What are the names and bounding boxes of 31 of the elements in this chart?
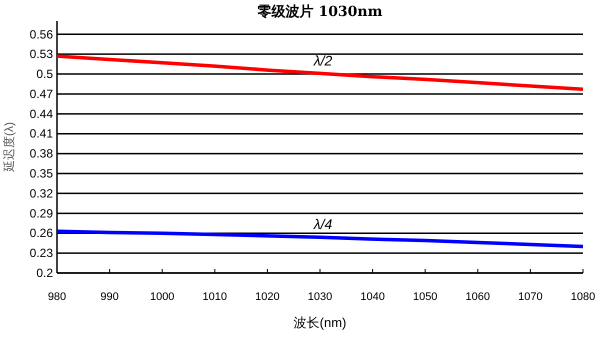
line-series bbox=[55, 229, 585, 248]
y-tick-label: 0.44 bbox=[30, 106, 54, 121]
y-tick-label: 0.29 bbox=[30, 206, 54, 220]
y-tick-label: 0.32 bbox=[30, 186, 54, 200]
y-tick-label: 0.5 bbox=[36, 67, 54, 82]
x-tick-label: 1040 bbox=[360, 291, 385, 303]
y-tick-label: 0.56 bbox=[30, 27, 54, 42]
y-tick-label: 0.2 bbox=[36, 266, 54, 280]
y-tick-label: 0.35 bbox=[30, 166, 54, 181]
y-tick-label: 0.26 bbox=[30, 226, 54, 240]
y-tick-label: 0.41 bbox=[30, 126, 54, 141]
x-tick-label: 1030 bbox=[308, 291, 332, 303]
x-tick-label: 1010 bbox=[202, 291, 228, 303]
x-tick-label: 980 bbox=[48, 291, 66, 303]
x-tick-label: 1070 bbox=[518, 291, 543, 303]
series-label: λ/4 bbox=[312, 216, 332, 232]
x-tick-label: 1060 bbox=[466, 291, 490, 303]
y-tick-label: 0.23 bbox=[30, 246, 54, 260]
series-label: λ/2 bbox=[312, 52, 332, 68]
x-tick-label: 1050 bbox=[412, 291, 438, 303]
chart-title: 零级波片 1030nm bbox=[256, 4, 383, 20]
x-tick-label: 1000 bbox=[150, 291, 174, 303]
y-axis-title: 延迟度(λ) bbox=[2, 122, 16, 173]
x-tick-label: 990 bbox=[100, 291, 119, 303]
x-tick-label: 1080 bbox=[570, 291, 596, 303]
y-tick-label: 0.47 bbox=[30, 86, 54, 101]
y-tick-label: 0.53 bbox=[30, 47, 54, 62]
line-series bbox=[55, 54, 585, 92]
x-axis-title: 波长(nm) bbox=[294, 315, 346, 330]
y-tick-label: 0.38 bbox=[30, 146, 54, 161]
x-tick-label: 1020 bbox=[255, 291, 280, 303]
